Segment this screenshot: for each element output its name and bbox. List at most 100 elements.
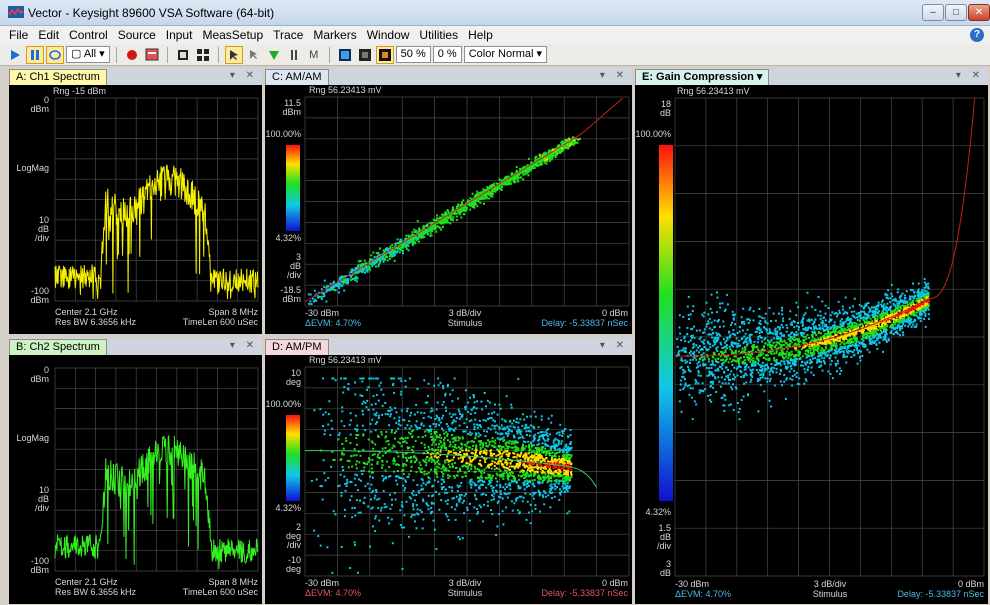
recording-settings-icon[interactable] [143,46,161,64]
layout-single-icon[interactable] [174,46,192,64]
color-map-icon[interactable] [336,46,354,64]
tab-e-gain-compression[interactable]: E: Gain Compression ▾ [635,69,770,85]
scatter-point [514,477,516,480]
tab-a-ch1-spectrum[interactable]: A: Ch1 Spectrum [9,69,107,85]
scatter-point [825,323,828,326]
color-map-active-icon[interactable] [375,45,394,64]
scatter-point [927,313,930,316]
menu-control[interactable]: Control [69,28,108,42]
close-button[interactable]: ✕ [968,4,990,21]
scatter-point [461,476,464,479]
marker-icon[interactable] [265,46,283,64]
scatter-point [550,154,553,157]
scatter-point [402,249,404,252]
restart-icon[interactable] [6,46,24,64]
scatter-point [749,341,752,344]
pointer-icon[interactable] [224,45,243,64]
menu-help[interactable]: Help [468,28,493,42]
scatter-point [322,459,325,462]
minimize-button[interactable]: – [922,4,944,21]
scatter-point [507,175,510,178]
scatter-point [357,434,360,437]
tab-b-ch2-spectrum[interactable]: B: Ch2 Spectrum [9,339,107,355]
menu-source[interactable]: Source [117,28,156,42]
tab-c-am-am[interactable]: C: AM/AM [265,69,329,85]
pane-a-ybot: -100 [31,286,49,296]
menu-file[interactable]: File [9,28,29,42]
scatter-point [505,175,508,178]
scatter-point [325,300,328,303]
scatter-point [738,364,741,367]
scatter-point [373,261,376,264]
trace-select-all[interactable]: ▢ All ▾ [66,46,110,63]
marker-m-icon[interactable]: M [309,48,319,61]
scatter-point [449,459,452,462]
menu-window[interactable]: Window [366,28,410,42]
scatter-point [683,337,686,340]
scatter-point [533,471,536,473]
scatter-point [488,417,491,420]
scatter-point [464,430,467,433]
menu-edit[interactable]: Edit [38,28,60,42]
scatter-point [475,451,477,453]
scatter-point [857,326,860,329]
menu-input[interactable]: Input [165,28,193,42]
scatter-point [497,495,500,498]
scatter-point [431,448,433,451]
scatter-point [462,207,465,210]
scatter-point [928,317,930,320]
scatter-point [428,228,431,231]
scatter-point [536,466,539,469]
toolbar: ▢ All ▾ M 50 % 0 % Color Normal ▾ [0,44,990,66]
scatter-point [421,471,424,474]
scatter-point [484,461,487,464]
scatter-point [874,313,877,316]
scatter-point [447,477,450,479]
scatter-point [765,358,768,361]
pane-c-close-icon[interactable]: ▾ ✕ [599,70,628,81]
menu-markers[interactable]: Markers [313,28,357,42]
record-icon[interactable] [123,46,141,64]
scatter-point [539,431,542,434]
zoom-pointer-icon[interactable] [245,46,263,64]
color-map-dark-icon[interactable] [356,46,374,64]
pane-e-close-icon[interactable]: ▾ ✕ [955,70,984,81]
scatter-point [377,417,380,419]
persistence-percent-field[interactable]: 50 % [395,46,431,63]
scatter-point [403,489,406,492]
marker-line-icon[interactable] [285,46,303,64]
offset-percent-field[interactable]: 0 % [432,46,462,63]
scatter-point [486,500,489,503]
maximize-button[interactable]: □ [945,4,967,21]
scatter-point [486,187,489,190]
scatter-point [466,442,469,445]
scatter-point [370,507,373,510]
scatter-point [340,284,343,287]
pane-b-close-icon[interactable]: ▾ ✕ [229,340,258,351]
scatter-point [559,491,561,494]
scatter-point [795,325,798,328]
scatter-point [533,410,536,413]
tab-d-am-pm[interactable]: D: AM/PM [265,339,329,355]
menu-trace[interactable]: Trace [273,28,304,42]
pane-a-close-icon[interactable]: ▾ ✕ [229,70,258,81]
menu-meassetup[interactable]: MeasSetup [202,28,264,42]
pause-icon[interactable] [26,45,44,64]
menu-utilities[interactable]: Utilities [419,28,459,42]
continuous-icon[interactable] [46,45,64,64]
help-icon[interactable]: ? [970,28,984,42]
scatter-point [518,478,521,481]
scatter-point [389,475,392,477]
scatter-point [474,454,476,457]
pane-d-close-icon[interactable]: ▾ ✕ [599,340,628,351]
scatter-point [562,141,565,144]
layout-grid-icon[interactable] [194,46,212,64]
pane-d-ybot: -10 [288,555,301,565]
color-mode-select[interactable]: Color Normal ▾ [463,46,548,63]
scatter-point [507,428,510,431]
scatter-point [731,321,734,324]
scatter-point [503,427,506,430]
scatter-point [559,471,562,473]
scatter-point [725,375,728,378]
scatter-point [533,452,536,455]
